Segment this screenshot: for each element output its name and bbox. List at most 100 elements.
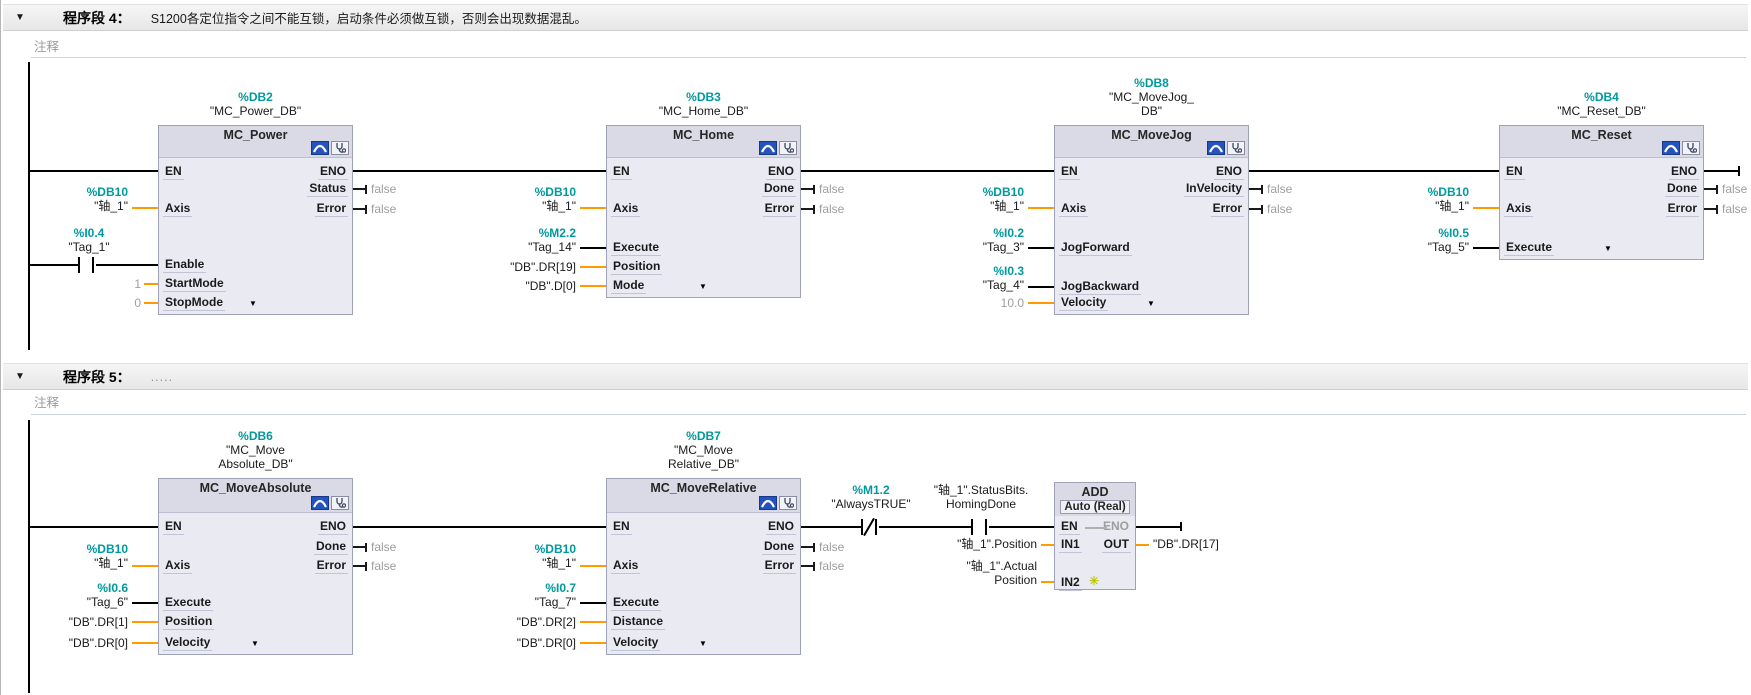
block-call-options-icon[interactable]	[311, 496, 329, 510]
diagnostics-stethoscope-icon[interactable]	[331, 141, 349, 155]
param-wire	[580, 207, 606, 209]
db-instance-label[interactable]: %DB4 "MC_Reset_DB"	[1557, 90, 1646, 118]
pin-execute: Execute	[1504, 240, 1555, 256]
pin-mode: Mode	[611, 278, 647, 294]
block-call-options-icon[interactable]	[759, 141, 777, 155]
db-instance-label[interactable]: %DB8 "MC_MoveJog_ DB"	[1109, 76, 1194, 118]
contact-operand[interactable]: "轴_1".StatusBits. HomingDone	[933, 483, 1029, 511]
db-instance-label[interactable]: %DB6 "MC_Move Absolute_DB"	[218, 429, 293, 471]
pin-error: Error	[1665, 201, 1699, 217]
chevron-down-icon[interactable]: ▼	[1147, 299, 1155, 308]
value-startmode[interactable]: 1	[134, 277, 141, 291]
operand-position[interactable]: "DB".DR[1]	[68, 615, 128, 629]
operand-jogbackward[interactable]: %I0.3 "Tag_4"	[982, 264, 1024, 292]
chevron-down-icon[interactable]: ▼	[249, 299, 257, 308]
param-wire	[132, 565, 158, 567]
operand-in1[interactable]: "轴_1".Position	[957, 537, 1037, 551]
fb-mc-reset[interactable]: MC_Reset EN ENO Done Error Axis Execute …	[1499, 125, 1704, 260]
power-rail	[28, 420, 30, 693]
operand-axis[interactable]: %DB10 "轴_1"	[86, 185, 128, 213]
wire	[132, 602, 158, 604]
value-velocity[interactable]: 10.0	[1000, 296, 1024, 310]
monitor-status: false	[353, 180, 396, 198]
diagnostics-stethoscope-icon[interactable]	[1227, 141, 1245, 155]
diagnostics-stethoscope-icon[interactable]	[779, 496, 797, 510]
fb-add[interactable]: ADD Auto (Real) EN ENO IN1 OUT IN2 ✳	[1054, 482, 1136, 591]
operand-axis[interactable]: %DB10 "轴_1"	[534, 185, 576, 213]
operand-execute[interactable]: %I0.6 "Tag_6"	[86, 581, 128, 609]
block-title: MC_MoveJog	[1111, 128, 1192, 142]
diagnostics-stethoscope-icon[interactable]	[331, 496, 349, 510]
operand-axis[interactable]: %DB10 "轴_1"	[534, 542, 576, 570]
monitor-error: false	[353, 200, 396, 218]
network-4-header[interactable]: ▼ 程序段 4： S1200各定位指令之间不能互锁，启动条件必须做互锁，否则会出…	[3, 4, 1748, 31]
wire	[989, 526, 1054, 528]
collapse-triangle-icon[interactable]: ▼	[15, 371, 25, 382]
pin-done: Done	[762, 539, 796, 555]
network-comment[interactable]: S1200各定位指令之间不能互锁，启动条件必须做互锁，否则会出现数据混乱。	[150, 12, 587, 26]
operand-velocity[interactable]: "DB".DR[0]	[68, 636, 128, 650]
operand-axis[interactable]: %DB10 "轴_1"	[1427, 185, 1469, 213]
wire	[801, 526, 861, 528]
no-contact[interactable]	[971, 517, 987, 537]
pin-status: Status	[307, 181, 348, 197]
fb-mc-moverelative[interactable]: MC_MoveRelative EN ENO Done Error Axis E…	[606, 478, 801, 655]
fb-mc-power[interactable]: MC_Power EN ENO Status Error Axis Enable…	[158, 125, 353, 315]
add-mode-selector[interactable]: Auto (Real)	[1060, 500, 1130, 514]
operand-axis[interactable]: %DB10 "轴_1"	[982, 185, 1024, 213]
pin-velocity: Velocity	[163, 635, 213, 651]
comment-placeholder[interactable]: 注释	[34, 40, 60, 54]
nc-contact[interactable]	[861, 517, 877, 537]
pin-axis: Axis	[611, 201, 641, 217]
contact-operand[interactable]: %M1.2 "AlwaysTRUE"	[831, 483, 911, 511]
network-comment[interactable]: .....	[150, 369, 174, 384]
comment-placeholder[interactable]: 注释	[34, 396, 60, 410]
pin-in2: IN2	[1059, 575, 1082, 591]
fb-mc-home[interactable]: MC_Home EN ENO Done Error Axis Execute P…	[606, 125, 801, 298]
operand-in2[interactable]: "轴_1".Actual Position	[966, 559, 1037, 587]
param-wire	[580, 621, 606, 623]
value-stopmode[interactable]: 0	[134, 296, 141, 310]
chevron-down-icon[interactable]: ▼	[699, 282, 707, 291]
block-call-options-icon[interactable]	[759, 496, 777, 510]
monitor-error: false	[1249, 200, 1292, 218]
fb-mc-movejog[interactable]: MC_MoveJog EN ENO InVelocity Error Axis …	[1054, 125, 1249, 315]
param-wire	[132, 642, 158, 644]
chevron-down-icon[interactable]: ▼	[251, 639, 259, 648]
collapse-triangle-icon[interactable]: ▼	[15, 12, 25, 23]
db-instance-label[interactable]: %DB7 "MC_Move Relative_DB"	[668, 429, 739, 471]
block-call-options-icon[interactable]	[1662, 141, 1680, 155]
modify-star-icon[interactable]: ✳	[1089, 574, 1100, 588]
block-call-options-icon[interactable]	[1207, 141, 1225, 155]
operand-out[interactable]: "DB".DR[17]	[1153, 537, 1219, 551]
wire	[353, 526, 606, 528]
fb-mc-moveabsolute[interactable]: MC_MoveAbsolute EN ENO Done Error Axis E…	[158, 478, 353, 655]
contact-operand[interactable]: %I0.4 "Tag_1"	[68, 226, 110, 254]
diagnostics-stethoscope-icon[interactable]	[1682, 141, 1700, 155]
operand-execute[interactable]: %I0.7 "Tag_7"	[534, 581, 576, 609]
operand-velocity[interactable]: "DB".DR[0]	[516, 636, 576, 650]
db-instance-label[interactable]: %DB2 "MC_Power_DB"	[209, 90, 302, 118]
param-wire	[580, 285, 606, 287]
operand-execute[interactable]: %I0.5 "Tag_5"	[1427, 226, 1469, 254]
diagnostics-stethoscope-icon[interactable]	[779, 141, 797, 155]
network-title: 程序段 4：	[63, 9, 131, 26]
operand-execute[interactable]: %M2.2 "Tag_14"	[528, 226, 576, 254]
pin-position: Position	[611, 259, 663, 275]
pin-eno: ENO	[1213, 164, 1244, 180]
pin-axis: Axis	[163, 558, 193, 574]
operand-distance[interactable]: "DB".DR[2]	[516, 615, 576, 629]
wire	[1028, 286, 1054, 288]
operand-axis[interactable]: %DB10 "轴_1"	[86, 542, 128, 570]
chevron-down-icon[interactable]: ▼	[699, 639, 707, 648]
chevron-down-icon[interactable]: ▼	[1604, 244, 1612, 253]
no-contact[interactable]	[78, 255, 94, 275]
operand-position[interactable]: "DB".DR[19]	[510, 260, 576, 274]
pin-execute: Execute	[163, 595, 214, 611]
operand-jogforward[interactable]: %I0.2 "Tag_3"	[982, 226, 1024, 254]
network-5-header[interactable]: ▼ 程序段 5： .....	[3, 363, 1748, 390]
db-instance-label[interactable]: %DB3 "MC_Home_DB"	[658, 90, 749, 118]
block-call-options-icon[interactable]	[311, 141, 329, 155]
operand-mode[interactable]: "DB".D[0]	[525, 279, 576, 293]
